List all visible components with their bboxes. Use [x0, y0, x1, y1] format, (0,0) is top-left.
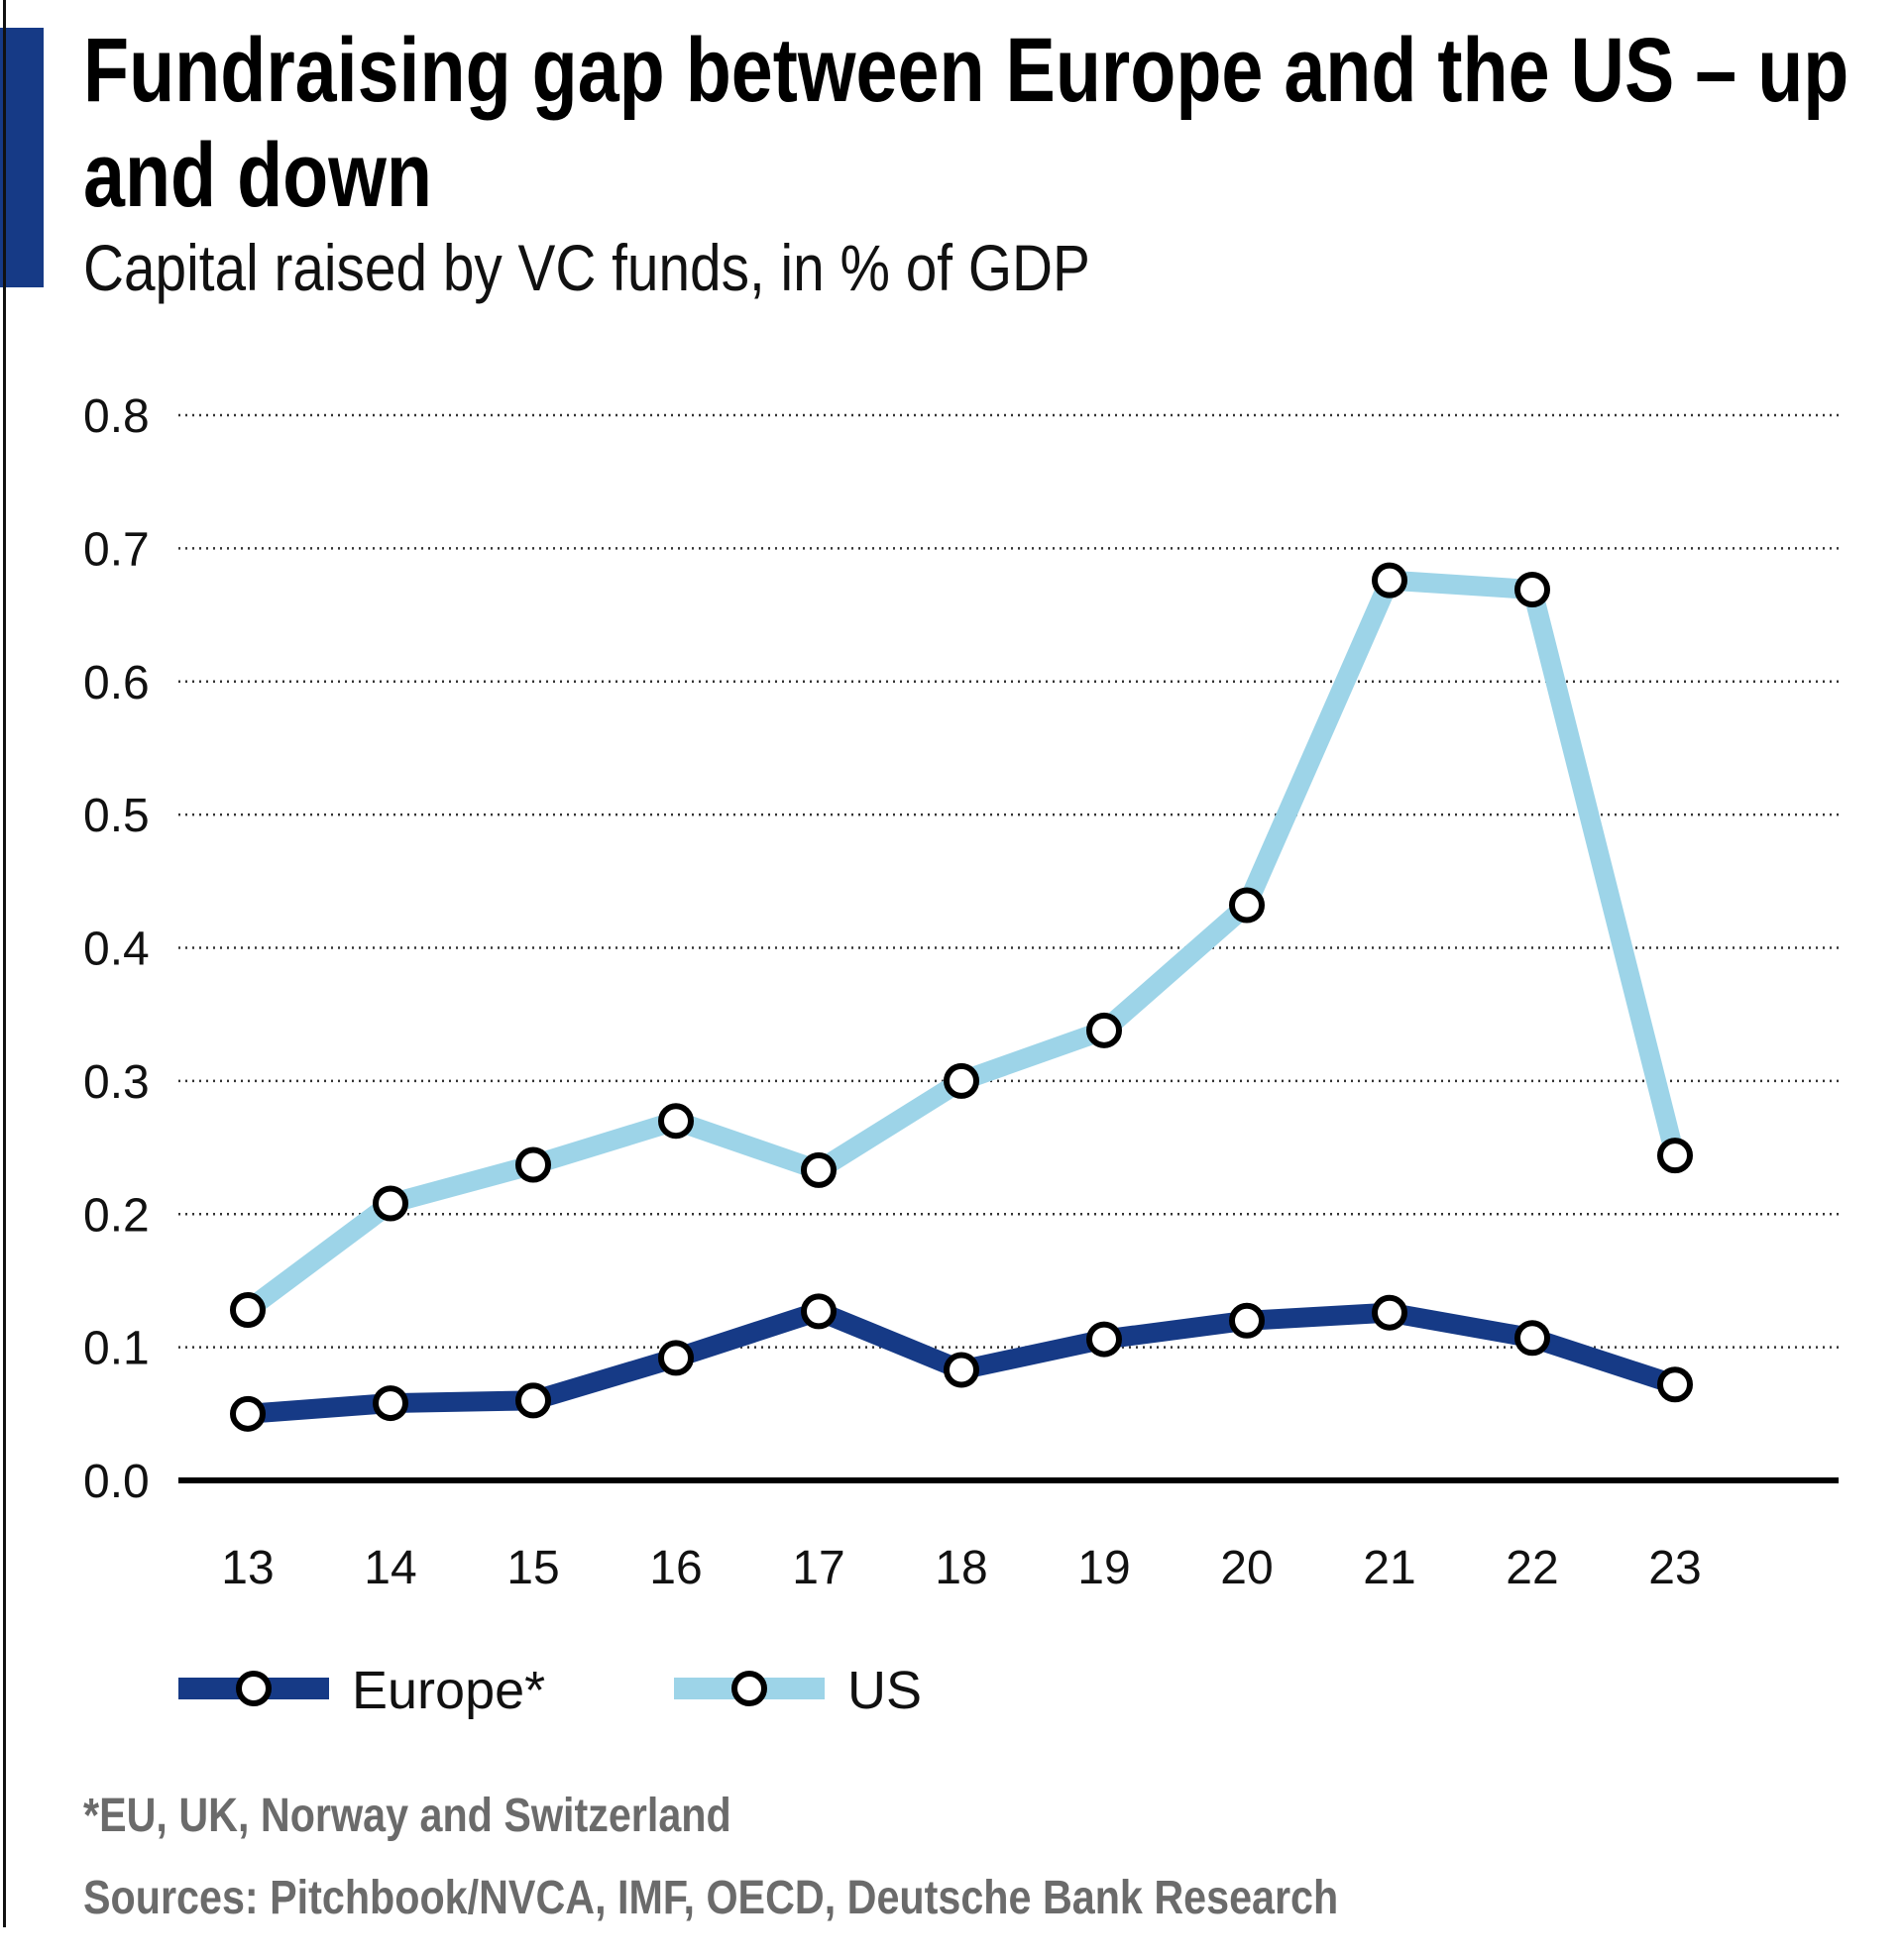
data-point [1514, 572, 1550, 608]
series-line-us [242, 570, 1685, 1319]
data-point [1372, 562, 1407, 599]
footnote: *EU, UK, Norway and Switzerland [83, 1790, 731, 1842]
sources-note: Sources: Pitchbook/NVCA, IMF, OECD, Deut… [83, 1872, 1339, 1924]
data-point [801, 1293, 837, 1330]
data-point [1086, 1012, 1122, 1048]
data-point [373, 1385, 408, 1422]
chart-title: Fundraising gap between Europe and the U… [83, 20, 1849, 226]
data-point [1514, 1320, 1550, 1357]
data-point [230, 1395, 266, 1432]
data-point [515, 1382, 551, 1419]
data-point [1657, 1366, 1693, 1403]
x-tick-label: 19 [1077, 1542, 1130, 1594]
data-point [1657, 1138, 1693, 1174]
data-point [801, 1151, 837, 1188]
legend-marker [731, 1671, 767, 1706]
y-tick-label: 0.4 [83, 924, 150, 976]
data-point [944, 1352, 979, 1388]
y-tick-label: 0.2 [83, 1189, 150, 1242]
chart-subtitle: Capital raised by VC funds, in % of GDP [83, 231, 1090, 304]
y-tick-label: 0.1 [83, 1323, 150, 1375]
y-tick-label: 0.8 [83, 390, 150, 443]
x-tick-label: 21 [1363, 1542, 1415, 1594]
data-point [1086, 1321, 1122, 1358]
data-point [658, 1103, 694, 1140]
data-point [1229, 887, 1265, 924]
x-tick-label: 15 [506, 1542, 559, 1594]
y-tick-label: 0.5 [83, 790, 150, 842]
data-point [1372, 1294, 1407, 1331]
legend-label: US [847, 1661, 922, 1720]
x-tick-label: 22 [1506, 1542, 1558, 1594]
y-tick-label: 0.0 [83, 1456, 150, 1508]
x-tick-label: 20 [1220, 1542, 1273, 1594]
legend-marker [236, 1671, 272, 1706]
y-tick-label: 0.3 [83, 1056, 150, 1109]
data-point [658, 1340, 694, 1376]
data-point [1229, 1302, 1265, 1339]
title-accent-bar [0, 28, 44, 287]
data-point [944, 1062, 979, 1099]
left-border-line [3, 0, 6, 1927]
x-tick-label: 16 [649, 1542, 702, 1594]
legend-label: Europe* [352, 1661, 545, 1720]
x-tick-label: 13 [221, 1542, 274, 1594]
data-point [230, 1292, 266, 1328]
x-tick-label: 18 [935, 1542, 987, 1594]
x-tick-label: 17 [792, 1542, 844, 1594]
data-point [515, 1146, 551, 1183]
data-point [373, 1185, 408, 1222]
y-tick-label: 0.6 [83, 657, 150, 709]
x-tick-label: 23 [1648, 1542, 1701, 1594]
x-tick-label: 14 [364, 1542, 416, 1594]
y-tick-label: 0.7 [83, 523, 150, 576]
